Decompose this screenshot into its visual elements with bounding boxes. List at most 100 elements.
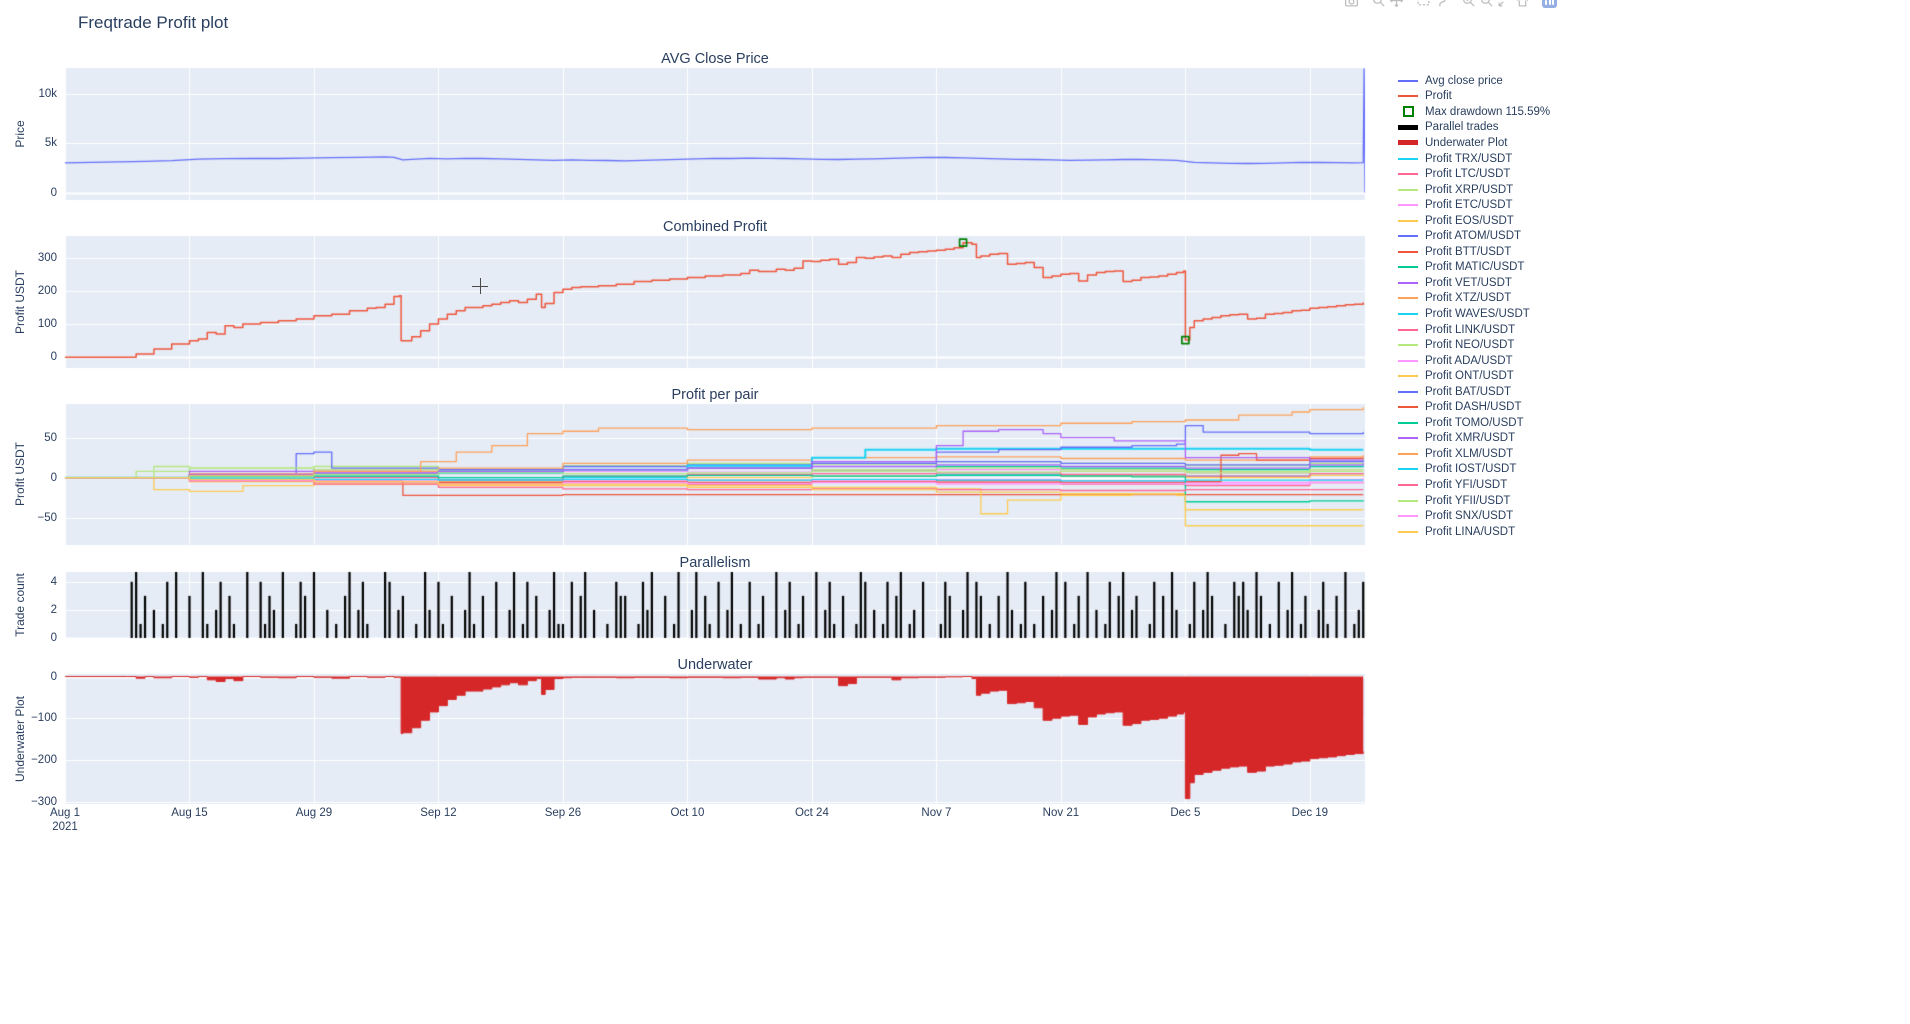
legend-item[interactable]: Parallel trades [1398, 120, 1550, 136]
legend-item[interactable]: Profit BTT/USDT [1398, 244, 1550, 260]
legend-item[interactable]: Profit SNX/USDT [1398, 508, 1550, 524]
lasso-icon[interactable] [1434, 0, 1449, 8]
legend-line-swatch-icon [1398, 468, 1418, 471]
legend-item-label: Profit NEO/USDT [1425, 339, 1515, 352]
legend-item[interactable]: Profit YFI/USDT [1398, 477, 1550, 493]
legend-line-swatch-icon [1398, 266, 1418, 269]
legend-line-swatch-icon [1398, 499, 1418, 502]
legend-item[interactable]: Max drawdown 115.59% [1398, 104, 1550, 120]
legend-item[interactable]: Profit BAT/USDT [1398, 384, 1550, 400]
legend-item[interactable]: Profit DASH/USDT [1398, 399, 1550, 415]
legend-item[interactable]: Underwater Plot [1398, 135, 1550, 151]
legend-item-label: Profit XTZ/USDT [1425, 292, 1512, 305]
legend-line-swatch-icon [1398, 452, 1418, 455]
legend-item-label: Profit MATIC/USDT [1425, 261, 1525, 274]
legend-item-label: Profit TOMO/USDT [1425, 416, 1524, 429]
legend-item-label: Profit LINK/USDT [1425, 323, 1516, 336]
legend-item-label: Underwater Plot [1425, 136, 1508, 149]
y-axis-label-profit-usdt-pairs: Profit USDT [13, 441, 27, 507]
legend-line-swatch-icon [1398, 95, 1418, 98]
subplot-title-underwater: Underwater [677, 657, 753, 673]
legend-line-swatch-icon [1398, 328, 1418, 331]
legend-item-label: Profit BTT/USDT [1425, 245, 1512, 258]
zoom-icon[interactable] [1371, 0, 1386, 8]
legend-item-label: Profit BAT/USDT [1425, 385, 1512, 398]
legend-line-swatch-icon [1398, 235, 1418, 238]
figure-title: Freqtrade Profit plot [78, 13, 229, 32]
y-axis-label-price: Price [13, 120, 27, 148]
legend-item[interactable]: Profit VET/USDT [1398, 275, 1550, 291]
legend-line-swatch-icon [1398, 312, 1418, 315]
modebar [1344, 0, 1557, 9]
legend-square-open-swatch-icon [1403, 106, 1414, 118]
legend-item-label: Profit ADA/USDT [1425, 354, 1513, 367]
legend-item-label: Profit DASH/USDT [1425, 401, 1522, 414]
pan-icon[interactable] [1389, 0, 1404, 8]
legend-item[interactable]: Profit WAVES/USDT [1398, 306, 1550, 322]
legend-item[interactable]: Profit IOST/USDT [1398, 462, 1550, 478]
box-select-icon[interactable] [1416, 0, 1431, 8]
subplot-title-combined-profit: Combined Profit [663, 219, 767, 235]
zoom-out-icon[interactable] [1479, 0, 1494, 8]
legend-item-label: Profit XRP/USDT [1425, 183, 1514, 196]
legend-item[interactable]: Profit NEO/USDT [1398, 337, 1550, 353]
legend-item[interactable]: Profit ONT/USDT [1398, 368, 1550, 384]
legend-line-swatch-icon [1398, 359, 1418, 362]
subplot-title-avg-close-price: AVG Close Price [661, 51, 769, 67]
legend-item[interactable]: Profit TOMO/USDT [1398, 415, 1550, 431]
legend-item[interactable]: Profit [1398, 89, 1550, 105]
autoscale-icon[interactable] [1497, 0, 1512, 8]
legend-line-swatch-icon [1398, 219, 1418, 222]
legend-item-label: Profit YFI/USDT [1425, 478, 1508, 491]
legend-line-swatch-icon [1398, 344, 1418, 347]
y-axis-label-trade-count: Trade count [13, 573, 27, 637]
reset-axes-icon[interactable] [1515, 0, 1530, 8]
y-axis-label-profit-usdt: Profit USDT [13, 269, 27, 335]
legend-line-swatch-icon [1398, 406, 1418, 409]
legend-item[interactable]: Profit YFII/USDT [1398, 493, 1550, 509]
legend-line-swatch-icon [1398, 390, 1418, 393]
legend-line-swatch-icon [1398, 79, 1418, 82]
zoom-in-icon[interactable] [1461, 0, 1476, 8]
legend-item[interactable]: Profit TRX/USDT [1398, 151, 1550, 167]
legend-item-label: Max drawdown 115.59% [1425, 105, 1551, 118]
legend-item-label: Profit ATOM/USDT [1425, 230, 1522, 243]
camera-icon[interactable] [1344, 0, 1359, 8]
legend-item[interactable]: Profit ATOM/USDT [1398, 228, 1550, 244]
legend-line-swatch-icon [1398, 124, 1418, 130]
legend-line-swatch-icon [1398, 530, 1418, 533]
legend-item-label: Profit ETC/USDT [1425, 199, 1513, 212]
legend-line-swatch-icon [1398, 281, 1418, 284]
legend-item-label: Profit WAVES/USDT [1425, 307, 1530, 320]
legend-item[interactable]: Profit ETC/USDT [1398, 197, 1550, 213]
legend-item[interactable]: Profit EOS/USDT [1398, 213, 1550, 229]
legend-item[interactable]: Profit LTC/USDT [1398, 166, 1550, 182]
legend-line-swatch-icon [1398, 437, 1418, 440]
legend-item-label: Profit [1425, 90, 1452, 103]
plotly-logo-icon[interactable] [1542, 0, 1557, 8]
legend-item[interactable]: Avg close price [1398, 73, 1550, 89]
subplot-title-parallelism: Parallelism [679, 555, 751, 571]
legend-item[interactable]: Profit XMR/USDT [1398, 431, 1550, 447]
legend-line-swatch-icon [1398, 204, 1418, 207]
legend-line-swatch-icon [1398, 375, 1418, 378]
legend-item[interactable]: Profit MATIC/USDT [1398, 260, 1550, 276]
legend-item[interactable]: Profit LINK/USDT [1398, 322, 1550, 338]
legend-line-swatch-icon [1398, 421, 1418, 424]
y-axis-label-underwater-plot: Underwater Plot [13, 695, 27, 783]
legend-item[interactable]: Profit XTZ/USDT [1398, 291, 1550, 307]
legend-item-label: Profit EOS/USDT [1425, 214, 1514, 227]
legend-item[interactable]: Profit LINA/USDT [1398, 524, 1550, 540]
legend-item-label: Profit VET/USDT [1425, 276, 1512, 289]
legend-item[interactable]: Profit ADA/USDT [1398, 353, 1550, 369]
legend-item[interactable]: Profit XLM/USDT [1398, 446, 1550, 462]
legend-line-swatch-icon [1398, 515, 1418, 518]
legend-item-label: Profit XMR/USDT [1425, 432, 1516, 445]
legend: Avg close price Profit Max drawdown 115.59… [1398, 73, 1550, 539]
legend-item[interactable]: Profit XRP/USDT [1398, 182, 1550, 198]
legend-line-swatch-icon [1398, 157, 1418, 160]
legend-item-label: Profit XLM/USDT [1425, 447, 1514, 460]
legend-item-label: Profit LINA/USDT [1425, 525, 1516, 538]
